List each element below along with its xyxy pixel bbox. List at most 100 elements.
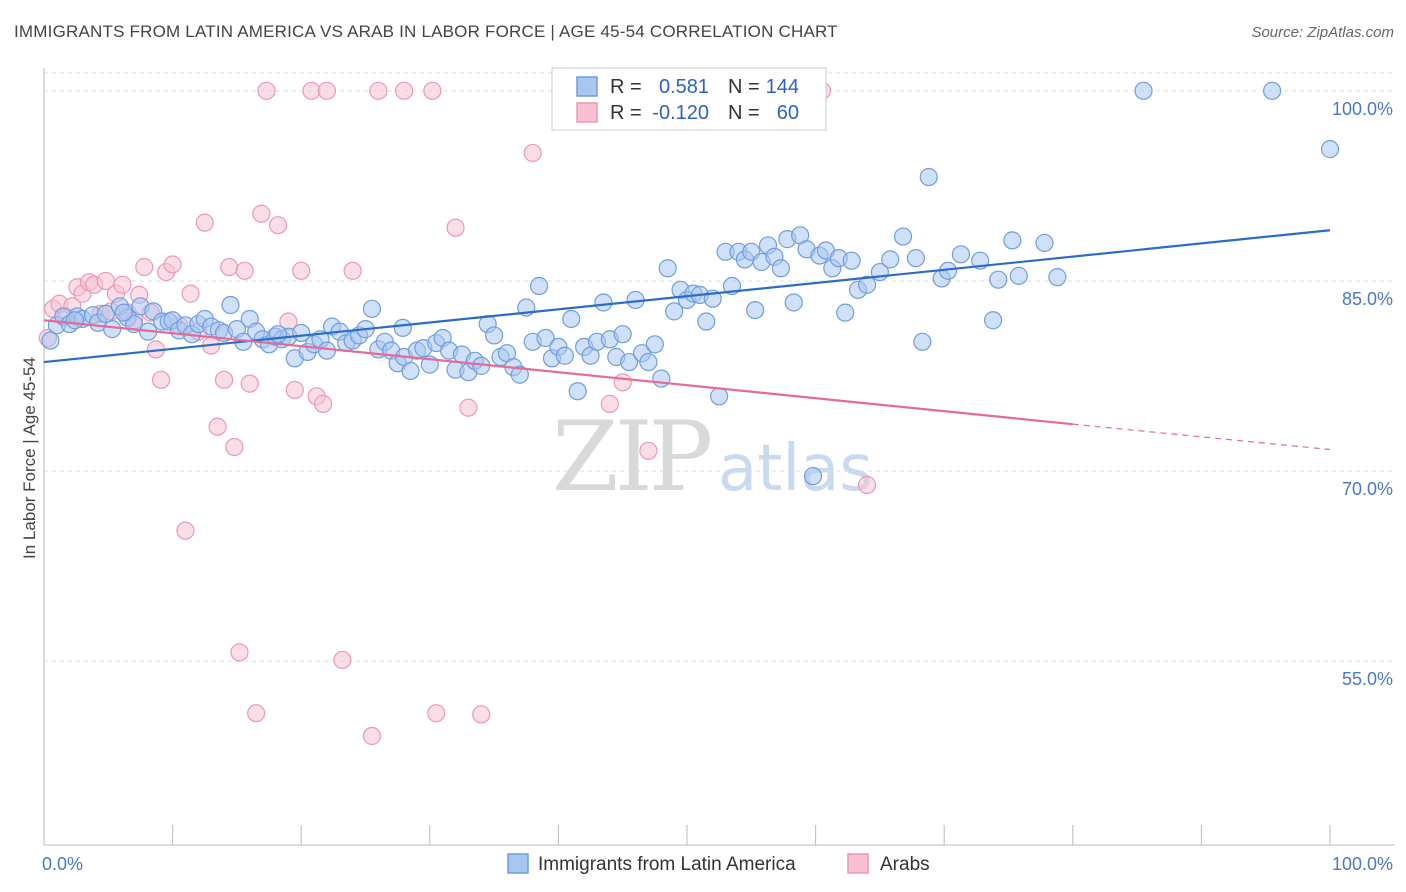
- latin-america-point: [989, 270, 1008, 289]
- arabs-point: [302, 81, 321, 100]
- latin-america-point: [906, 249, 926, 268]
- arabs-point: [176, 521, 195, 540]
- arabs-point: [252, 204, 271, 223]
- latin-america-point: [103, 320, 122, 339]
- latin-america-point: [594, 293, 613, 312]
- arabs-point: [459, 398, 478, 417]
- latin-america-point: [613, 325, 632, 344]
- latin-america-point: [665, 302, 684, 321]
- arabs-point: [292, 261, 311, 280]
- chart-source: Source: ZipAtlas.com: [1251, 24, 1394, 41]
- latin-america-point: [485, 326, 504, 345]
- latin-america-point: [114, 303, 133, 322]
- arabs-point: [613, 373, 632, 392]
- latin-america-point: [1035, 233, 1054, 253]
- arabs-trend-extension: [1072, 423, 1331, 451]
- arabs-point: [394, 81, 414, 100]
- legend-label-latin-america: Immigrants from Latin America: [538, 854, 796, 875]
- latin-america-point: [555, 346, 574, 365]
- latin-america-point: [510, 365, 529, 384]
- latin-america-point: [536, 328, 555, 348]
- arabs-point: [195, 213, 214, 232]
- arabs-point: [639, 441, 658, 460]
- latin-america-point: [639, 352, 658, 372]
- arabs-point: [225, 437, 244, 457]
- legend-n-label: N =: [728, 76, 760, 98]
- arabs-point: [369, 81, 388, 100]
- arabs-point: [446, 218, 465, 237]
- watermark-atlas: atlas: [718, 432, 873, 506]
- latin-america-point: [919, 167, 938, 187]
- latin-america-point: [1263, 81, 1282, 100]
- legend-swatch-arabs: [847, 853, 869, 874]
- x-tick-label: 0.0%: [42, 854, 83, 874]
- latin-america-point: [562, 309, 581, 329]
- arabs-point: [523, 143, 542, 163]
- arabs-point: [235, 261, 254, 280]
- latin-america-point: [268, 325, 288, 344]
- legend-r-value: -0.120: [652, 102, 709, 124]
- latin-america-point: [836, 303, 855, 322]
- y-tick-label: 70.0%: [1342, 479, 1393, 499]
- legend-r-label: R =: [610, 102, 642, 124]
- chart-title: IMMIGRANTS FROM LATIN AMERICA VS ARAB IN…: [14, 22, 838, 41]
- latin-america-point: [842, 251, 861, 270]
- y-tick-label: 100.0%: [1332, 99, 1393, 119]
- arabs-point: [208, 417, 227, 436]
- watermark-zip: ZIP: [552, 401, 711, 513]
- latin-america-point: [221, 295, 240, 315]
- arabs-point: [285, 380, 304, 400]
- legend-r-label: R =: [610, 76, 642, 98]
- latin-america-point: [803, 467, 823, 486]
- latin-america-point: [951, 245, 971, 264]
- latin-america-points: [41, 81, 1340, 486]
- arabs-point: [181, 284, 200, 303]
- x-tick-labels: 0.0% 100.0%: [42, 854, 1393, 874]
- arabs-point: [427, 704, 446, 723]
- arabs-points: [38, 81, 877, 746]
- arabs-trend-line: [43, 319, 1073, 426]
- latin-america-point: [658, 259, 677, 278]
- arabs-point: [230, 643, 249, 662]
- latin-america-point: [401, 361, 420, 381]
- latin-america-point: [362, 299, 382, 318]
- arabs-point: [857, 475, 877, 495]
- legend-swatch-blue: [576, 76, 598, 97]
- axes: [43, 68, 1395, 846]
- legend-label-arabs: Arabs: [880, 854, 930, 875]
- series-legend: Immigrants from Latin America Arabs: [507, 853, 930, 875]
- gridlines: [44, 72, 1395, 662]
- arabs-point: [362, 726, 382, 746]
- latin-america-point: [784, 293, 803, 312]
- trend-lines: [43, 229, 1331, 451]
- arabs-point: [135, 257, 154, 277]
- latin-america-point: [746, 300, 765, 320]
- legend-swatch-pink: [576, 102, 598, 123]
- arabs-point: [220, 257, 239, 277]
- latin-america-point: [1134, 81, 1153, 100]
- latin-america-point: [1009, 266, 1028, 285]
- arabs-point: [257, 81, 276, 100]
- arabs-point: [151, 370, 171, 389]
- arabs-point: [240, 374, 259, 393]
- legend-n-value: 60: [777, 102, 799, 124]
- latin-america-point: [317, 341, 337, 360]
- arabs-point: [423, 81, 442, 100]
- x-tick-label: 100.0%: [1332, 854, 1393, 874]
- latin-america-point: [1048, 268, 1067, 287]
- latin-america-point: [530, 276, 549, 296]
- latin-america-point: [65, 311, 84, 330]
- arabs-point: [343, 261, 362, 280]
- arabs-point: [317, 81, 337, 100]
- latin-america-point: [1003, 231, 1022, 250]
- arabs-point: [113, 275, 132, 294]
- latin-america-point: [652, 369, 671, 388]
- latin-america-point: [1320, 140, 1340, 159]
- legend-n-label: N =: [728, 102, 760, 124]
- latin-america-point: [645, 335, 664, 354]
- latin-america-point: [96, 304, 115, 324]
- latin-america-point: [857, 275, 877, 294]
- arabs-point: [313, 394, 333, 413]
- latin-america-point: [697, 312, 716, 331]
